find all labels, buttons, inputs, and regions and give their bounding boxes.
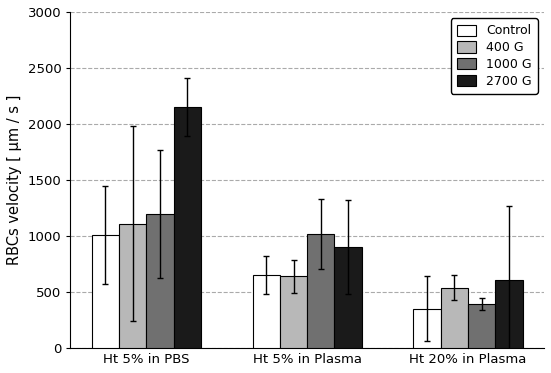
Bar [441,288,468,348]
Bar [307,234,334,348]
Bar [147,214,174,348]
Legend: Control, 400 G, 1000 G, 2700 G: Control, 400 G, 1000 G, 2700 G [451,18,538,94]
Y-axis label: RBCs velocity [ μm / s ]: RBCs velocity [ μm / s ] [7,95,22,265]
Bar [92,235,119,348]
Bar [119,224,147,348]
Bar [334,247,362,348]
Bar [495,280,522,348]
Bar [174,107,201,348]
Bar [413,309,441,348]
Bar [252,275,280,348]
Bar [468,304,495,348]
Bar [280,276,307,348]
